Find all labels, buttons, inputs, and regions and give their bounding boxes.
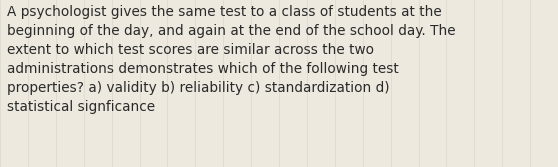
Text: A psychologist gives the same test to a class of students at the
beginning of th: A psychologist gives the same test to a … bbox=[7, 5, 455, 114]
